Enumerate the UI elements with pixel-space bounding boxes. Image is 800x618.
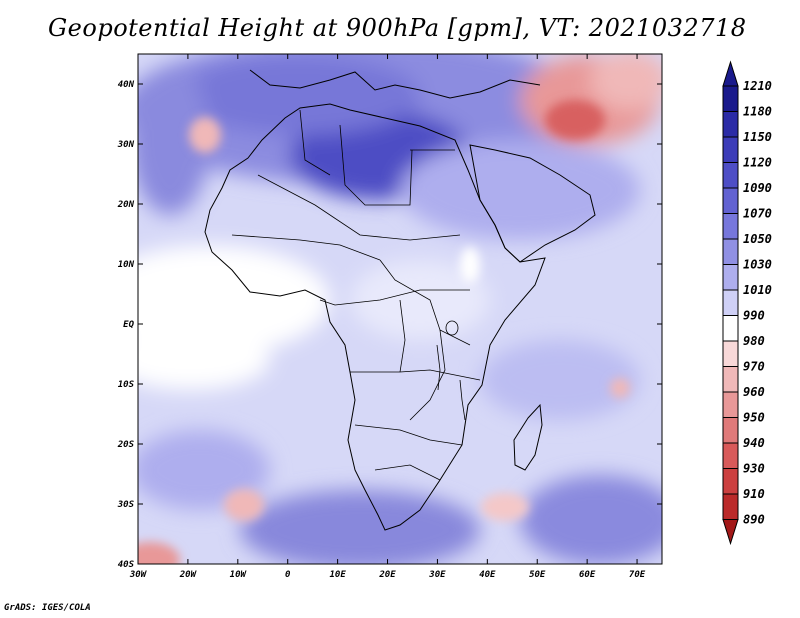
lon-label: 20E xyxy=(378,570,396,580)
colorbar-swatch xyxy=(722,315,739,342)
latitude-axis: 40N 30N 20N 10N EQ 10S 20S 30S 40S xyxy=(117,80,662,570)
europe-coastline xyxy=(249,69,541,99)
arabia-outline xyxy=(469,144,596,263)
colorbar-label: 940 xyxy=(743,436,765,450)
colorbar-bottom-arrow xyxy=(722,519,739,546)
lakes xyxy=(436,320,466,421)
colorbar-label: 990 xyxy=(743,309,765,323)
colorbar-label: 1070 xyxy=(743,207,772,221)
colorbar-label: 970 xyxy=(743,360,765,374)
lat-label: 20S xyxy=(117,440,135,450)
colorbar-label: 930 xyxy=(743,462,765,476)
colorbar-swatch xyxy=(722,366,739,393)
colorbar: 1210 1180 1150 1120 1090 1070 1050 1030 1010 990 9… xyxy=(722,60,772,546)
lon-label: 70E xyxy=(629,570,646,580)
colorbar-swatch xyxy=(722,187,739,214)
colorbar-swatch xyxy=(722,85,739,112)
colorbar-swatch xyxy=(722,468,739,495)
colorbar-label: 1210 xyxy=(743,79,772,93)
colorbar-label: 1120 xyxy=(743,156,772,170)
lon-label: 10E xyxy=(329,570,346,580)
colorbar-swatch xyxy=(722,289,739,316)
map-area xyxy=(138,54,662,564)
lat-label: 40S xyxy=(118,560,135,570)
colorbar-label: 1150 xyxy=(743,130,772,144)
longitude-axis: 30W 20W 10W 0 10E 20E 30E 40E 50E 60E 70E xyxy=(129,54,646,580)
colorbar-label: 890 xyxy=(743,513,765,527)
lat-label: 30N xyxy=(117,140,135,150)
lat-label: EQ xyxy=(123,320,134,330)
lat-label: 10N xyxy=(118,260,135,270)
colorbar-label: 1090 xyxy=(743,181,772,195)
colorbar-label: 980 xyxy=(743,334,765,348)
lon-label: 20W xyxy=(179,570,198,580)
lon-label: 50E xyxy=(529,570,546,580)
colorbar-swatch xyxy=(722,213,739,240)
colorbar-label: 950 xyxy=(743,411,765,425)
colorbar-label: 1030 xyxy=(743,258,772,272)
lon-label: 10W xyxy=(230,570,248,580)
lat-label: 20N xyxy=(117,200,135,210)
colorbar-swatch xyxy=(722,111,739,138)
map-frame xyxy=(137,53,663,565)
colorbar-top-arrow xyxy=(722,60,739,87)
lat-label: 40N xyxy=(118,80,135,90)
madagascar-outline xyxy=(513,403,543,471)
lat-label: 30S xyxy=(117,500,135,510)
colorbar-label: 910 xyxy=(743,487,765,501)
colorbar-label: 1180 xyxy=(743,105,772,119)
colorbar-swatch xyxy=(722,264,739,291)
lon-label: 30E xyxy=(428,570,446,580)
colorbar-swatch xyxy=(722,340,739,367)
lon-label: 0 xyxy=(285,570,291,580)
colorbar-label: 1010 xyxy=(743,283,772,297)
colorbar-swatch xyxy=(722,442,739,469)
colorbar-swatch xyxy=(722,238,739,265)
lon-label: 30W xyxy=(129,570,148,580)
colorbar-swatch xyxy=(722,391,739,418)
lat-label: 10S xyxy=(118,380,135,390)
country-borders xyxy=(231,109,481,481)
colorbar-swatch xyxy=(722,136,739,163)
field-lows xyxy=(138,100,630,564)
colorbar-label: 1050 xyxy=(743,232,772,246)
lon-label: 60E xyxy=(579,570,596,580)
lon-label: 40E xyxy=(479,570,496,580)
colorbar-swatch xyxy=(722,493,739,520)
colorbar-swatch xyxy=(722,417,739,444)
chart-title: Geopotential Height at 900hPa [gpm], VT:… xyxy=(48,14,747,42)
colorbar-label: 960 xyxy=(743,385,765,399)
africa-coastline xyxy=(204,103,546,531)
grads-credit: GrADS: IGES/COLA xyxy=(4,603,91,613)
field-shading xyxy=(138,54,662,564)
colorbar-swatch xyxy=(722,162,739,189)
